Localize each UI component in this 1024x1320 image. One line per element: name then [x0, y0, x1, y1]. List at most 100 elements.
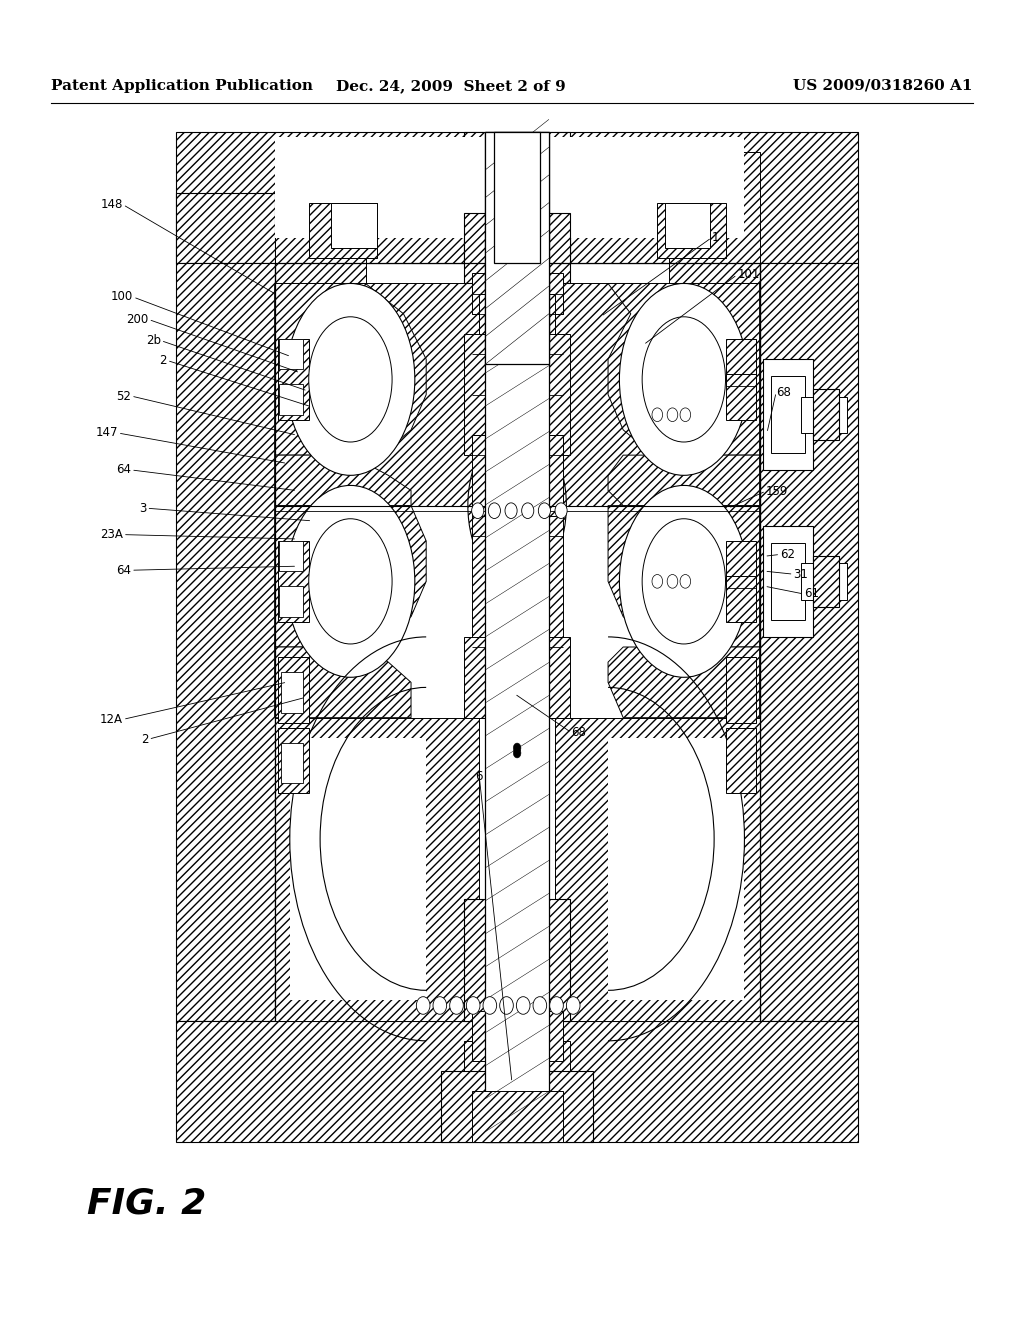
Polygon shape	[274, 647, 411, 718]
Ellipse shape	[286, 486, 415, 677]
Circle shape	[566, 997, 580, 1014]
Polygon shape	[279, 339, 309, 420]
Bar	[725, 657, 756, 723]
Text: 100: 100	[111, 290, 133, 304]
Bar	[138, 132, 896, 1142]
Text: 1: 1	[712, 231, 719, 244]
Bar	[472, 1092, 562, 1142]
Circle shape	[505, 503, 517, 519]
Bar	[555, 718, 760, 1020]
Bar	[281, 672, 303, 713]
Circle shape	[668, 408, 678, 421]
Text: 2: 2	[141, 733, 148, 746]
Bar	[274, 718, 479, 1020]
Bar	[176, 193, 274, 263]
Polygon shape	[290, 738, 426, 1001]
Text: 62: 62	[780, 548, 796, 561]
Bar	[464, 899, 570, 1020]
Text: Patent Application Publication: Patent Application Publication	[51, 79, 313, 92]
Text: 6: 6	[475, 770, 483, 783]
Ellipse shape	[309, 519, 392, 644]
Text: 68: 68	[571, 726, 587, 739]
Text: 159: 159	[766, 484, 788, 498]
Bar	[309, 203, 377, 259]
Text: 3: 3	[139, 502, 146, 515]
Circle shape	[652, 408, 663, 421]
Polygon shape	[725, 541, 756, 622]
Bar	[280, 541, 303, 572]
Text: 101: 101	[737, 268, 760, 281]
Polygon shape	[608, 506, 760, 647]
Bar	[763, 525, 813, 636]
Ellipse shape	[286, 284, 415, 475]
Bar	[485, 132, 549, 364]
Ellipse shape	[468, 425, 566, 586]
Bar	[725, 727, 756, 793]
Ellipse shape	[309, 317, 392, 442]
Text: 52: 52	[116, 389, 131, 403]
Circle shape	[516, 997, 530, 1014]
Circle shape	[417, 997, 430, 1014]
Text: 31: 31	[794, 568, 809, 581]
Bar	[771, 543, 805, 619]
Bar	[176, 132, 858, 263]
Text: 200: 200	[126, 313, 148, 326]
Ellipse shape	[620, 486, 749, 677]
Bar	[464, 636, 570, 718]
Bar	[485, 132, 549, 1142]
Circle shape	[668, 574, 678, 589]
Bar	[464, 1081, 570, 1142]
Circle shape	[472, 503, 483, 519]
Ellipse shape	[642, 519, 725, 644]
Bar	[464, 213, 570, 284]
Text: 147: 147	[95, 426, 118, 440]
Circle shape	[680, 408, 690, 421]
Text: US 2009/0318260 A1: US 2009/0318260 A1	[794, 79, 973, 92]
Circle shape	[513, 743, 521, 752]
Bar	[274, 137, 744, 238]
Text: 61: 61	[804, 587, 819, 601]
Bar	[801, 396, 847, 433]
Polygon shape	[279, 541, 309, 622]
Bar	[280, 339, 303, 370]
Circle shape	[483, 997, 497, 1014]
Bar	[801, 564, 847, 599]
Bar	[472, 516, 562, 657]
Bar	[495, 132, 540, 263]
Bar	[763, 359, 813, 470]
Circle shape	[433, 997, 446, 1014]
Text: 68: 68	[776, 385, 792, 399]
Circle shape	[488, 503, 501, 519]
Polygon shape	[608, 455, 760, 506]
Bar	[280, 384, 303, 414]
Text: FIG. 2: FIG. 2	[87, 1187, 206, 1221]
Polygon shape	[274, 284, 426, 455]
Bar	[464, 132, 570, 263]
Circle shape	[680, 574, 690, 589]
Circle shape	[539, 503, 551, 519]
Text: 2b: 2b	[145, 334, 161, 347]
Text: 64: 64	[116, 564, 131, 577]
Bar	[472, 1011, 562, 1061]
Bar	[562, 162, 669, 263]
Bar	[665, 203, 711, 248]
Bar	[274, 152, 366, 293]
Text: 23A: 23A	[100, 528, 123, 541]
Bar	[366, 162, 472, 263]
Text: 12A: 12A	[100, 713, 123, 726]
Ellipse shape	[642, 317, 725, 442]
Bar	[280, 586, 303, 616]
Bar	[479, 293, 555, 354]
Bar	[281, 743, 303, 783]
Text: 64: 64	[116, 463, 131, 477]
Polygon shape	[608, 738, 744, 1001]
Bar	[813, 556, 840, 607]
Bar	[472, 273, 562, 314]
Bar	[464, 334, 570, 455]
Bar	[176, 1020, 858, 1142]
Bar	[657, 203, 725, 259]
Polygon shape	[608, 284, 760, 455]
Bar	[279, 657, 309, 723]
Bar	[669, 152, 760, 293]
Text: 148: 148	[100, 198, 123, 211]
